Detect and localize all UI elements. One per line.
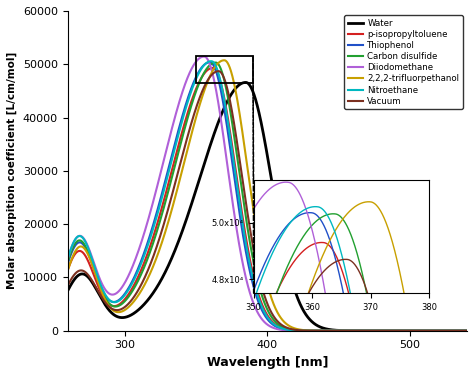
Thiophenol <box>217 81 222 85</box>
Nitroethane <box>217 74 222 79</box>
Vacuum <box>471 329 474 333</box>
2,2,2-trifluorpethanol <box>129 301 135 306</box>
Y-axis label: Molar absorpition coefficient [L/cm/mol]: Molar absorpition coefficient [L/cm/mol] <box>7 52 17 290</box>
2,2,2-trifluorpethanol <box>221 58 227 62</box>
Line: Water: Water <box>61 82 474 331</box>
Diiodomethane <box>129 265 135 270</box>
X-axis label: Wavelength [nm]: Wavelength [nm] <box>207 356 328 369</box>
Carbon disulfide <box>217 63 222 68</box>
Line: Carbon disulfide: Carbon disulfide <box>61 62 474 331</box>
Carbon disulfide <box>464 329 469 333</box>
Water <box>105 306 110 311</box>
Diiodomethane <box>234 230 240 235</box>
Line: 2,2,2-trifluorpethanol: 2,2,2-trifluorpethanol <box>61 60 474 331</box>
Line: Nitroethane: Nitroethane <box>61 61 474 331</box>
Thiophenol <box>234 195 240 200</box>
p-isopropyltoluene <box>105 301 110 305</box>
Vacuum <box>129 297 135 302</box>
Vacuum <box>419 329 425 333</box>
Diiodomethane <box>201 54 207 59</box>
Carbon disulfide <box>105 299 110 304</box>
2,2,2-trifluorpethanol <box>58 291 64 296</box>
2,2,2-trifluorpethanol <box>216 60 222 65</box>
Water <box>419 329 425 333</box>
p-isopropyltoluene <box>234 178 240 183</box>
Line: p-isopropyltoluene: p-isopropyltoluene <box>61 68 474 331</box>
Thiophenol <box>464 329 469 333</box>
Thiophenol <box>471 329 474 333</box>
Diiodomethane <box>471 329 474 333</box>
Water <box>234 85 240 89</box>
Carbon disulfide <box>419 329 425 333</box>
Diiodomethane <box>464 329 469 333</box>
2,2,2-trifluorpethanol <box>105 302 110 306</box>
Nitroethane <box>129 281 135 285</box>
Vacuum <box>216 69 221 73</box>
Nitroethane <box>58 282 64 287</box>
Diiodomethane <box>419 329 425 333</box>
Line: Vacuum: Vacuum <box>61 71 474 331</box>
Thiophenol <box>58 285 64 290</box>
p-isopropyltoluene <box>210 66 216 70</box>
Legend: Water, p-isopropyltoluene, Thiophenol, Carbon disulfide, Diiodomethane, 2,2,2-tr: Water, p-isopropyltoluene, Thiophenol, C… <box>344 15 463 109</box>
Carbon disulfide <box>212 60 218 65</box>
p-isopropyltoluene <box>464 329 469 333</box>
Thiophenol <box>419 329 425 333</box>
Water <box>129 312 135 317</box>
Carbon disulfide <box>471 329 474 333</box>
2,2,2-trifluorpethanol <box>471 329 474 333</box>
Vacuum <box>234 141 240 146</box>
Thiophenol <box>105 297 110 301</box>
2,2,2-trifluorpethanol <box>419 329 425 333</box>
p-isopropyltoluene <box>217 76 222 80</box>
Vacuum <box>217 69 222 73</box>
Water <box>243 80 248 85</box>
Diiodomethane <box>217 106 222 111</box>
Water <box>216 118 222 123</box>
Thiophenol <box>207 60 212 65</box>
Diiodomethane <box>105 290 110 295</box>
Nitroethane <box>234 185 240 189</box>
Carbon disulfide <box>234 155 240 159</box>
Vacuum <box>58 299 64 303</box>
Bar <box>196 56 253 83</box>
Nitroethane <box>419 329 425 333</box>
Nitroethane <box>464 329 469 333</box>
p-isopropyltoluene <box>471 329 474 333</box>
Diiodomethane <box>58 282 64 287</box>
2,2,2-trifluorpethanol <box>464 329 469 333</box>
Line: Thiophenol: Thiophenol <box>61 62 474 331</box>
Water <box>464 329 469 333</box>
Vacuum <box>105 303 110 308</box>
Vacuum <box>464 329 469 333</box>
Carbon disulfide <box>58 284 64 289</box>
Water <box>471 329 474 333</box>
p-isopropyltoluene <box>129 286 135 291</box>
Carbon disulfide <box>129 289 135 294</box>
Nitroethane <box>471 329 474 333</box>
2,2,2-trifluorpethanol <box>234 97 240 102</box>
Nitroethane <box>105 296 110 300</box>
p-isopropyltoluene <box>58 290 64 294</box>
p-isopropyltoluene <box>419 329 425 333</box>
Thiophenol <box>129 279 135 284</box>
Nitroethane <box>208 59 214 64</box>
Line: Diiodomethane: Diiodomethane <box>61 56 474 331</box>
Water <box>58 303 64 307</box>
